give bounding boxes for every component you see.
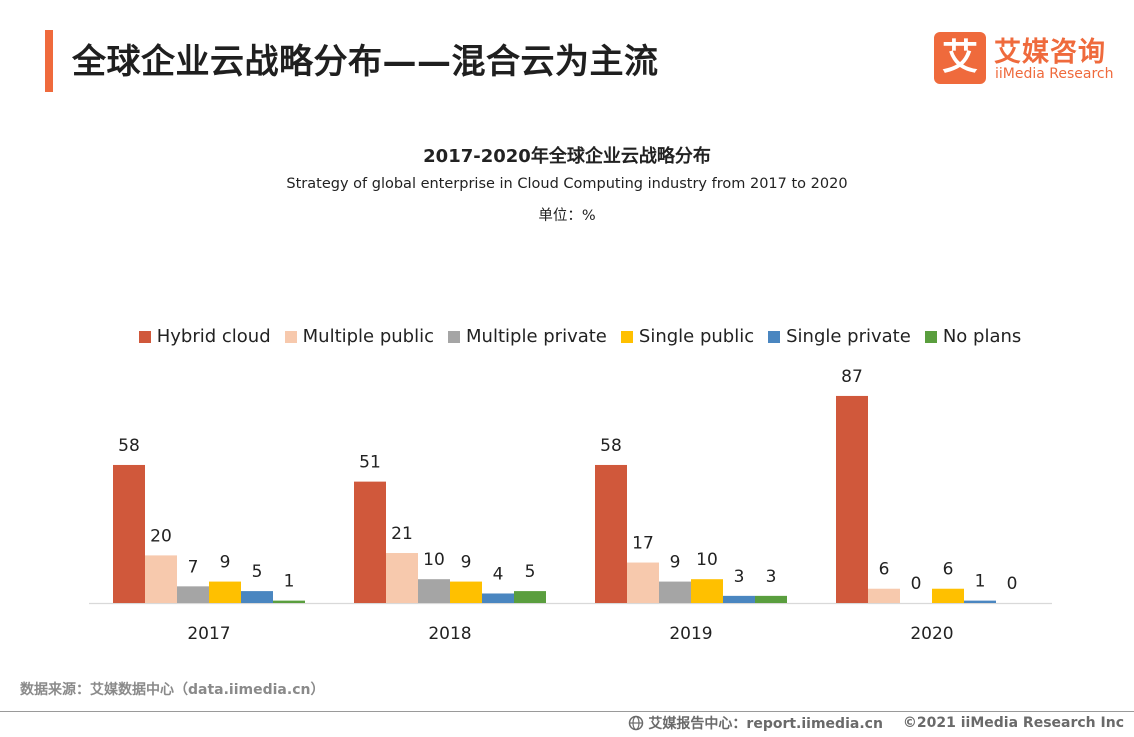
footer-divider [0,711,1134,712]
legend-item: No plans [924,326,1022,347]
logo-name-en: iiMedia Research [995,66,1114,82]
data-label: 6 [879,560,890,580]
bar-2019-no-plans [755,595,787,603]
bar-2020-single-private [964,600,996,603]
bar-2017-multiple-private [177,586,209,603]
legend-swatch [924,330,937,343]
x-tick-label: 2018 [428,624,471,644]
legend-item: Hybrid cloud [138,326,271,347]
bar-2018-single-private [482,593,514,603]
logo-mark-icon: 艾 [934,32,986,84]
data-label: 6 [943,560,954,580]
data-label: 9 [670,553,681,573]
data-label: 5 [252,562,263,582]
bar-2018-multiple-public [386,553,418,603]
data-label: 1 [284,572,295,592]
bar-2018-single-public [450,581,482,603]
legend-label: Single public [638,326,755,347]
data-label: 9 [220,553,231,573]
bar-2019-single-public [691,579,723,603]
x-tick-label: 2019 [669,624,712,644]
bar-2019-multiple-private [659,581,691,603]
bar-2019-multiple-public [627,562,659,603]
bar-2018-multiple-private [418,579,450,603]
x-tick-label: 2017 [187,624,230,644]
globe-icon [629,715,644,731]
legend-label: Hybrid cloud [156,326,271,347]
data-label: 87 [841,367,863,387]
data-label: 10 [696,550,718,570]
bar-2017-multiple-public [145,555,177,603]
bar-2020-single-public [932,588,964,603]
data-label: 58 [600,436,622,456]
bar-2017-no-plans [273,600,305,603]
data-label: 9 [461,553,472,573]
bar-2017-hybrid-cloud [113,464,145,603]
x-tick-label: 2020 [910,624,953,644]
data-label: 3 [734,567,745,587]
chart-title: 2017-2020年全球企业云战略分布 [423,146,711,167]
footer: 艾媒报告中心：report.iimedia.cn ©2021 iiMedia R… [628,713,1124,733]
legend-swatch [768,330,781,343]
legend-swatch [138,330,151,343]
bar-2020-multiple-public [868,588,900,603]
logo-name-cn: 艾媒咨询 [994,37,1106,68]
legend-item: Single public [620,326,755,347]
legend-swatch [448,330,461,343]
legend-item: Multiple public [284,326,435,347]
bar-2019-single-private [723,595,755,603]
title-accent-bar [45,30,53,92]
legend-item: Multiple private [448,326,607,347]
legend-swatch [620,330,633,343]
footer-copyright: ©2021 iiMedia Research Inc [902,715,1124,731]
legend-label: No plans [942,326,1022,347]
bar-2018-no-plans [514,591,546,603]
data-label: 5 [525,562,536,582]
page-title: 全球企业云战略分布——混合云为主流 [72,42,659,82]
data-label: 17 [632,534,654,554]
iimedia-logo: 艾 艾媒咨询 iiMedia Research [934,32,1134,88]
bar-2020-hybrid-cloud [836,395,868,603]
data-label: 20 [150,526,172,546]
data-label: 1 [975,572,986,592]
data-label: 7 [188,557,199,577]
data-label: 4 [493,564,504,584]
bar-2017-single-public [209,581,241,603]
data-label: 0 [1007,574,1018,594]
bar-2019-hybrid-cloud [595,464,627,603]
chart-subtitle: Strategy of global enterprise in Cloud C… [286,176,848,192]
legend-label: Multiple private [466,326,607,347]
data-source: 数据来源：艾媒数据中心（data.iimedia.cn） [20,682,325,698]
footer-report-site[interactable]: 艾媒报告中心：report.iimedia.cn [648,716,883,732]
legend-swatch [284,330,297,343]
bar-2017-single-private [241,591,273,603]
bar-2018-hybrid-cloud [354,481,386,603]
legend-label: Multiple public [302,326,435,347]
legend-label: Single private [786,326,911,347]
data-label: 0 [911,574,922,594]
data-label: 51 [359,453,381,473]
chart-unit: 单位：% [538,208,596,224]
data-label: 10 [423,550,445,570]
data-label: 21 [391,524,413,544]
legend-item: Single private [768,326,911,347]
data-label: 58 [118,436,140,456]
data-label: 3 [766,567,777,587]
chart-legend: Hybrid cloud Multiple public Multiple priv… [0,326,1134,347]
